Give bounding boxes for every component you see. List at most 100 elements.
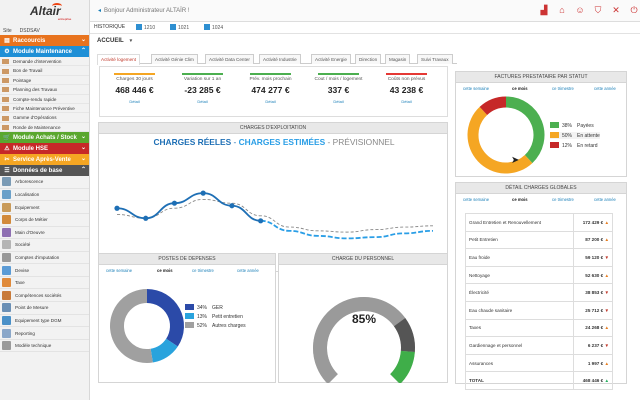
period-quarter[interactable]: ce trimestre [552,86,574,91]
table-row: Nettoyage 52 630 € ▲ [465,265,613,285]
donut-slice[interactable] [479,96,507,116]
data-point[interactable] [114,205,120,211]
donut-slice[interactable] [467,106,533,174]
sidebar-item[interactable]: Equipement [0,201,89,214]
power-icon[interactable]: ⏻ [630,5,638,15]
sidebar-item-label: Pointage [13,77,32,83]
sidebar-item[interactable]: Taxe [0,277,89,290]
sidebar-item[interactable]: Modèle technique [0,340,89,353]
row-amount: 25 712 € [585,307,604,313]
period-year[interactable]: cette année [594,197,616,202]
period-year[interactable]: cette année [594,86,616,91]
data-point[interactable] [171,200,178,206]
period-week[interactable]: cette semaine [106,268,133,273]
postes-donut [110,289,184,363]
sidebar-item[interactable]: Demande d'intervention [0,57,89,67]
sidebar-item[interactable]: Main d'Oeuvre [0,227,89,240]
section-label: Module Achats / Stock [13,135,77,142]
donut-slice[interactable] [110,289,153,363]
arrow-up-icon: ▲ [603,378,609,384]
item-icon [2,215,11,225]
tab-1[interactable]: Activité Génie Clim [151,54,198,64]
kpi-detail-link[interactable]: Détail [129,99,140,104]
sidebar-item[interactable]: Localisation [0,189,89,202]
tab-6[interactable]: Magasin [385,54,411,64]
sidebar-item-label: Demande d'intervention [13,59,62,64]
sidebar-item[interactable]: Gamme d'Opérations [0,113,89,123]
section-sav[interactable]: ✂ Service Après-Vente ⌄ [0,154,89,166]
logo: Altair entreprise [0,0,89,26]
sidebar-item[interactable]: Société [0,239,89,252]
section-maintenance[interactable]: ⚙ Module Maintenance ⌃ [0,46,89,57]
tab-0[interactable]: Activité logement [97,54,140,65]
period-month[interactable]: ce mois [512,86,528,91]
sidebar-item[interactable]: Comptes d'imputation [0,252,89,265]
section-achats[interactable]: 🛒 Module Achats / Stock ⌄ [0,132,89,144]
home-icon[interactable]: ⌂ [559,5,565,15]
sidebar-item[interactable]: Point de Mesure [0,302,89,315]
sidebar-item-label: Bon de Travail [13,68,43,74]
sidebar-item[interactable]: Planning des Travaux [0,85,89,95]
tab-7[interactable]: Suivi Travaux [417,54,453,64]
sidebar-item[interactable]: Reporting [0,327,89,340]
item-icon [2,252,11,262]
period-month[interactable]: ce mois [512,197,528,202]
kpi-detail-link[interactable]: Détail [265,99,276,104]
data-point[interactable] [258,218,264,224]
row-label: Petit Entretien [465,230,574,250]
crumb-item[interactable]: 1024 [204,24,223,31]
sidebar-item-label: Planning des Travaux [13,87,58,93]
sidebar-item[interactable]: Corps de Métier [0,214,89,227]
donut-slice[interactable] [505,96,545,164]
section-hse[interactable]: ⚠ Module HSE ⌄ [0,143,89,155]
donut-slice[interactable] [146,289,184,347]
page-icon [136,24,142,30]
settings-icon[interactable]: ✕ [612,5,620,15]
tab-4[interactable]: Activité Energie [311,54,351,64]
period-quarter[interactable]: ce trimestre [552,197,574,202]
sidebar-item[interactable]: Equipement type DGM [0,315,89,328]
kpi-detail-link[interactable]: Détail [333,99,344,104]
section-donnees-base[interactable]: ☰ Données de base ⌃ [0,165,89,177]
sidebar-item[interactable]: Fiche Maintenance Préventive [0,104,89,114]
sidebar-item[interactable]: Arborescence [0,176,89,189]
user-icon[interactable]: ☺ [575,5,585,15]
gauge-fill-green [389,350,415,383]
sidebar-item-label: Comptes d'imputation [15,254,60,260]
crumb-item[interactable]: 1021 [170,24,189,31]
legend-entry: 13% Petit entretien [185,313,243,320]
sidebar-item[interactable]: Ronde de Maintenance [0,123,89,133]
tab-2[interactable]: Activité Data Center [205,54,254,64]
data-point[interactable] [143,215,149,221]
data-point[interactable] [229,203,235,209]
period-week[interactable]: cette semaine [463,197,490,202]
sidebar-item[interactable]: Compétences sociétés [0,289,89,303]
period-week[interactable]: cette semaine [463,86,490,91]
charges-panel: CHARGES D'EXPLOITATION CHARGES RÉELES - … [98,122,448,272]
page-selector[interactable]: ACCUEIL ▾ [97,38,132,44]
sidebar-item[interactable]: Devise [0,264,89,277]
series-reelles [116,192,261,222]
data-point[interactable] [200,190,206,196]
back-arrow-icon[interactable]: ◂ [98,8,102,14]
kpi-detail-link[interactable]: Détail [197,99,208,104]
period-year[interactable]: cette année [237,268,259,273]
tab-5[interactable]: Direction [355,54,382,64]
item-icon [2,341,11,351]
sidebar-item[interactable]: Compte-rendu rapide [0,95,89,104]
sidebar-item[interactable]: Pointage [0,76,89,86]
tab-3[interactable]: Activité Industrie [259,54,301,64]
shield-icon[interactable]: ⛉ [594,5,602,15]
site-selector[interactable]: Site DSDSAV [0,26,89,35]
sidebar-item-label: Corps de Métier [15,217,48,223]
donut-slice[interactable] [150,338,178,363]
period-month[interactable]: ce mois [157,268,173,273]
period-quarter[interactable]: ce trimestre [192,268,214,273]
legend-label: Petit entretien [212,314,243,320]
crumb-item[interactable]: 1210 [136,24,155,31]
section-raccourcis[interactable]: ▤ Raccourcis ⌄ [0,35,89,46]
row-value: 24 268 € ▲ [573,318,613,338]
kpi-detail-link[interactable]: Détail [401,99,412,104]
chart-icon[interactable]: ▟ [540,5,548,15]
sidebar-item[interactable]: Bon de Travail [0,66,89,76]
